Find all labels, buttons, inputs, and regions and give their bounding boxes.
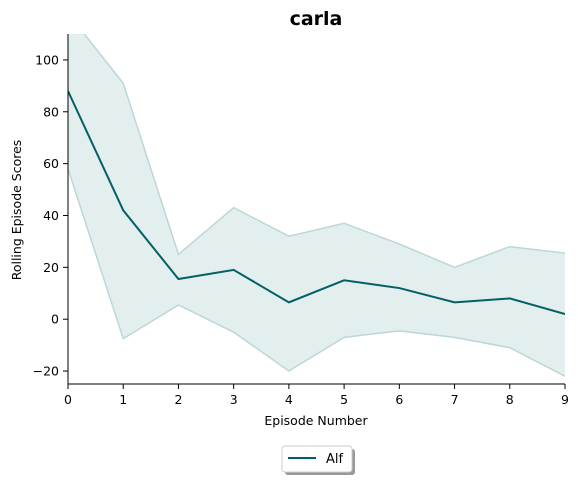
x-tick-label: 6 xyxy=(395,392,403,407)
x-tick-label: 2 xyxy=(174,392,182,407)
series-line-alf xyxy=(68,90,565,315)
legend: Alf xyxy=(281,445,355,475)
y-axis-label: Rolling Episode Scores xyxy=(9,140,24,281)
y-tick-label: −20 xyxy=(33,364,59,379)
band-upper-edge xyxy=(83,34,565,269)
x-axis-ticks: 0 1 2 3 4 5 6 7 8 9 xyxy=(64,384,569,407)
x-tick-label: 9 xyxy=(561,392,569,407)
x-axis-label: Episode Number xyxy=(264,413,368,428)
y-tick-label: 100 xyxy=(35,52,59,67)
x-tick-label: 8 xyxy=(506,392,514,407)
y-axis-ticks: −20 0 20 40 60 80 100 xyxy=(33,52,68,379)
y-tick-label: 0 xyxy=(51,312,59,327)
x-tick-label: 3 xyxy=(230,392,238,407)
y-tick-label: 20 xyxy=(43,260,59,275)
legend-box xyxy=(281,445,353,473)
y-tick-label: 40 xyxy=(43,208,59,223)
x-tick-label: 0 xyxy=(64,392,72,407)
y-tick-label: 60 xyxy=(43,156,59,171)
confidence-band xyxy=(68,34,565,377)
chart-title: carla xyxy=(290,8,343,30)
x-tick-label: 4 xyxy=(285,392,293,407)
x-tick-label: 1 xyxy=(119,392,127,407)
y-tick-label: 80 xyxy=(43,104,59,119)
legend-label-alf: Alf xyxy=(326,452,344,467)
x-tick-label: 7 xyxy=(451,392,459,407)
band-lower-edge xyxy=(68,168,565,377)
x-tick-label: 5 xyxy=(340,392,348,407)
